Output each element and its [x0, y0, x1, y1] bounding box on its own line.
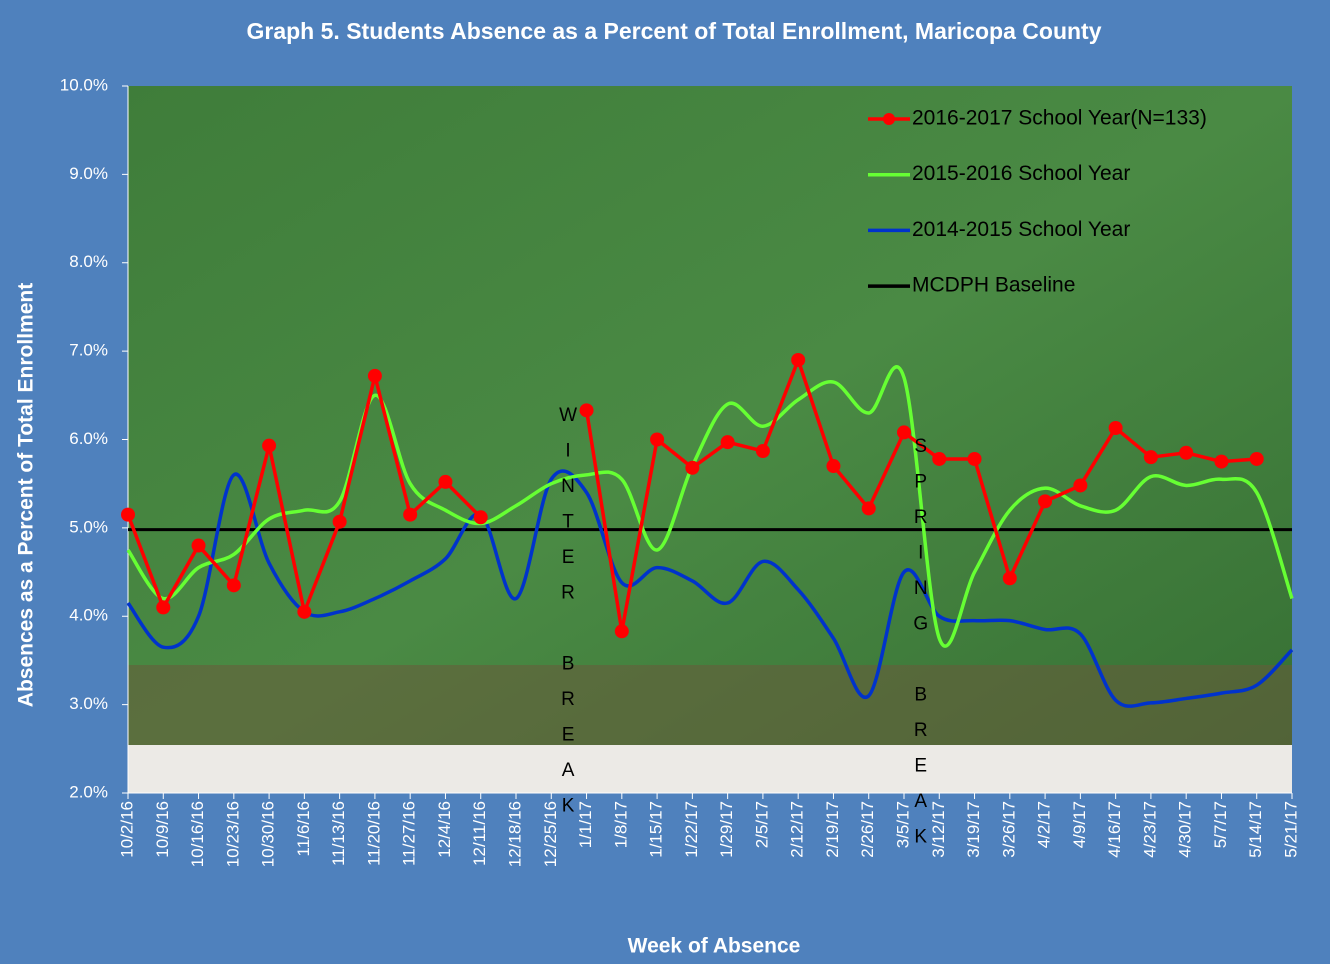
y-tick-label: 10.0% [60, 75, 108, 94]
data-point [1038, 494, 1052, 508]
x-tick-label: 1/1/17 [576, 801, 595, 848]
data-point [968, 452, 982, 466]
y-tick-label: 3.0% [69, 694, 108, 713]
x-tick-label: 11/20/16 [364, 801, 383, 866]
data-point [862, 501, 876, 515]
data-point [333, 515, 347, 529]
x-tick-label: 5/7/17 [1211, 801, 1230, 848]
x-tick-label: 3/26/17 [999, 801, 1018, 858]
data-point [1214, 455, 1228, 469]
legend-label: MCDPH Baseline [912, 274, 1075, 297]
x-tick-label: 1/8/17 [611, 801, 630, 848]
chalk-tray [128, 745, 1292, 793]
data-point [1144, 450, 1158, 464]
x-tick-label: 4/30/17 [1176, 801, 1195, 858]
data-point [403, 508, 417, 522]
y-axis-title: Absences as a Percent of Total Enrollmen… [15, 283, 38, 707]
x-tick-label: 1/22/17 [682, 801, 701, 858]
data-point [932, 452, 946, 466]
data-point [1250, 452, 1264, 466]
data-point [685, 461, 699, 475]
x-tick-label: 12/11/16 [470, 801, 489, 866]
x-tick-label: 10/9/16 [153, 801, 172, 858]
x-tick-label: 10/2/16 [117, 801, 136, 858]
break-annotation: WINTER BREAK [557, 405, 579, 831]
chart-page: Graph 5. Students Absence as a Percent o… [0, 0, 1330, 964]
data-point [368, 369, 382, 383]
x-tick-label: 10/30/16 [259, 801, 278, 867]
legend-label: 2015-2016 School Year [912, 162, 1130, 185]
data-point [1109, 421, 1123, 435]
break-annotation: SPRING BREAK [909, 436, 931, 862]
x-tick-label: 4/2/17 [1035, 801, 1054, 848]
x-tick-label: 5/21/17 [1281, 801, 1300, 858]
x-tick-label: 4/23/17 [1140, 801, 1159, 858]
chart-title: Graph 5. Students Absence as a Percent o… [247, 18, 1102, 44]
x-tick-label: 12/18/16 [505, 801, 524, 867]
y-tick-label: 7.0% [69, 341, 108, 360]
x-tick-label: 12/4/16 [435, 801, 454, 858]
x-axis-title: Week of Absence [628, 935, 801, 958]
data-point [1073, 478, 1087, 492]
x-tick-label: 11/27/16 [400, 801, 419, 866]
y-tick-label: 2.0% [69, 782, 108, 801]
x-tick-label: 4/9/17 [1070, 801, 1089, 848]
legend-label: 2014-2015 School Year [912, 218, 1130, 241]
data-point [580, 403, 594, 417]
y-tick-label: 4.0% [69, 606, 108, 625]
y-tick-label: 9.0% [69, 164, 108, 183]
y-tick-label: 8.0% [69, 252, 108, 271]
data-point [192, 539, 206, 553]
data-point [1179, 446, 1193, 460]
x-tick-label: 11/13/16 [329, 801, 348, 866]
y-tick-label: 6.0% [69, 429, 108, 448]
data-point [262, 439, 276, 453]
data-point [721, 435, 735, 449]
tray-shadow [128, 665, 1292, 745]
data-point [791, 353, 805, 367]
data-point [826, 459, 840, 473]
x-tick-label: 2/5/17 [752, 801, 771, 848]
legend-label: 2016-2017 School Year(N=133) [912, 107, 1207, 130]
x-tick-label: 5/14/17 [1246, 801, 1265, 858]
chart: Graph 5. Students Absence as a Percent o… [0, 0, 1330, 964]
x-tick-label: 2/26/17 [858, 801, 877, 858]
x-tick-label: 3/12/17 [929, 801, 948, 858]
x-tick-label: 10/16/16 [188, 801, 207, 867]
y-tick-label: 5.0% [69, 517, 108, 536]
x-tick-label: 11/6/16 [294, 801, 313, 856]
x-tick-label: 3/19/17 [964, 801, 983, 858]
data-point [121, 508, 135, 522]
x-tick-label: 1/29/17 [717, 801, 736, 858]
x-tick-label: 2/19/17 [823, 801, 842, 858]
data-point [615, 624, 629, 638]
data-point [227, 578, 241, 592]
x-tick-label: 1/15/17 [647, 801, 666, 858]
data-point [474, 510, 488, 524]
data-point [756, 444, 770, 458]
x-tick-label: 2/12/17 [788, 801, 807, 858]
data-point [297, 605, 311, 619]
data-point [156, 600, 170, 614]
legend-marker [883, 113, 895, 125]
x-tick-label: 4/16/17 [1105, 801, 1124, 858]
data-point [650, 433, 664, 447]
x-tick-label: 10/23/16 [223, 801, 242, 867]
data-point [438, 475, 452, 489]
data-point [1003, 571, 1017, 585]
